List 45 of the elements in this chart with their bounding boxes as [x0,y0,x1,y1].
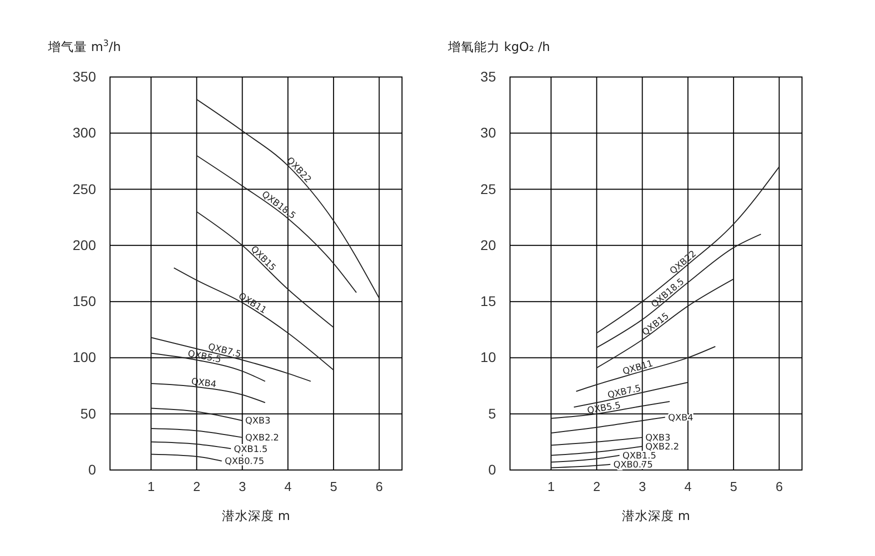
x-tick-label: 6 [376,479,383,494]
text: QXB5.5 [586,401,622,416]
x-tick-label: 4 [284,479,292,494]
line-series [596,166,780,334]
y-tick-label: 250 [72,180,96,197]
text: QXB11 [622,359,654,378]
y-tick-label: 10 [480,349,496,366]
x-tick-label: 3 [238,479,246,494]
y-axis-title: 增气量 m$^{3}$/h [47,39,121,54]
y-tick-label: 25 [480,180,496,197]
y-tick-label: 0 [88,461,96,478]
series-label: QXB3 [245,416,270,427]
y-tick-label: 50 [80,405,96,422]
y-tick-label: 5 [488,405,496,422]
x-tick-label: 6 [776,479,783,494]
x-tick-label: 1 [147,479,155,494]
x-axis-title: 潜水深度 m [222,508,290,523]
y-axis-title: 增氧能力 kgO₂ /h [447,39,550,54]
x-tick-label: 4 [684,479,692,494]
y-tick-label: 150 [72,293,96,310]
y-tick-label: 0 [488,461,496,478]
x-tick-label: 3 [638,479,646,494]
line-series [550,416,666,434]
y-tick-label: 300 [72,124,96,141]
y-tick-label: 100 [72,349,96,366]
line-series [596,234,762,348]
series-label: QXB3 [645,434,670,444]
y-tick-label: 35 [480,68,496,84]
line-series [196,155,357,294]
y-tick-label: 350 [72,68,96,84]
x-axis-title: 潜水深度 m [622,508,690,523]
y-tick-label: 20 [480,236,496,253]
x-tick-label: 5 [330,479,338,494]
series-label: QXB2.2 [645,442,680,453]
series-label: QXB2.2 [245,434,280,444]
line-series [550,401,670,419]
x-tick-label: 2 [593,479,600,494]
x-tick-label: 5 [730,479,738,494]
text: QXB4 [190,377,218,390]
x-tick-label: 2 [193,479,200,494]
y-tick-label: 30 [480,124,496,141]
y-tick-label: 200 [72,236,96,253]
x-tick-label: 1 [547,479,555,494]
text: QXB7.5 [606,384,642,402]
y-tick-label: 15 [480,293,496,310]
